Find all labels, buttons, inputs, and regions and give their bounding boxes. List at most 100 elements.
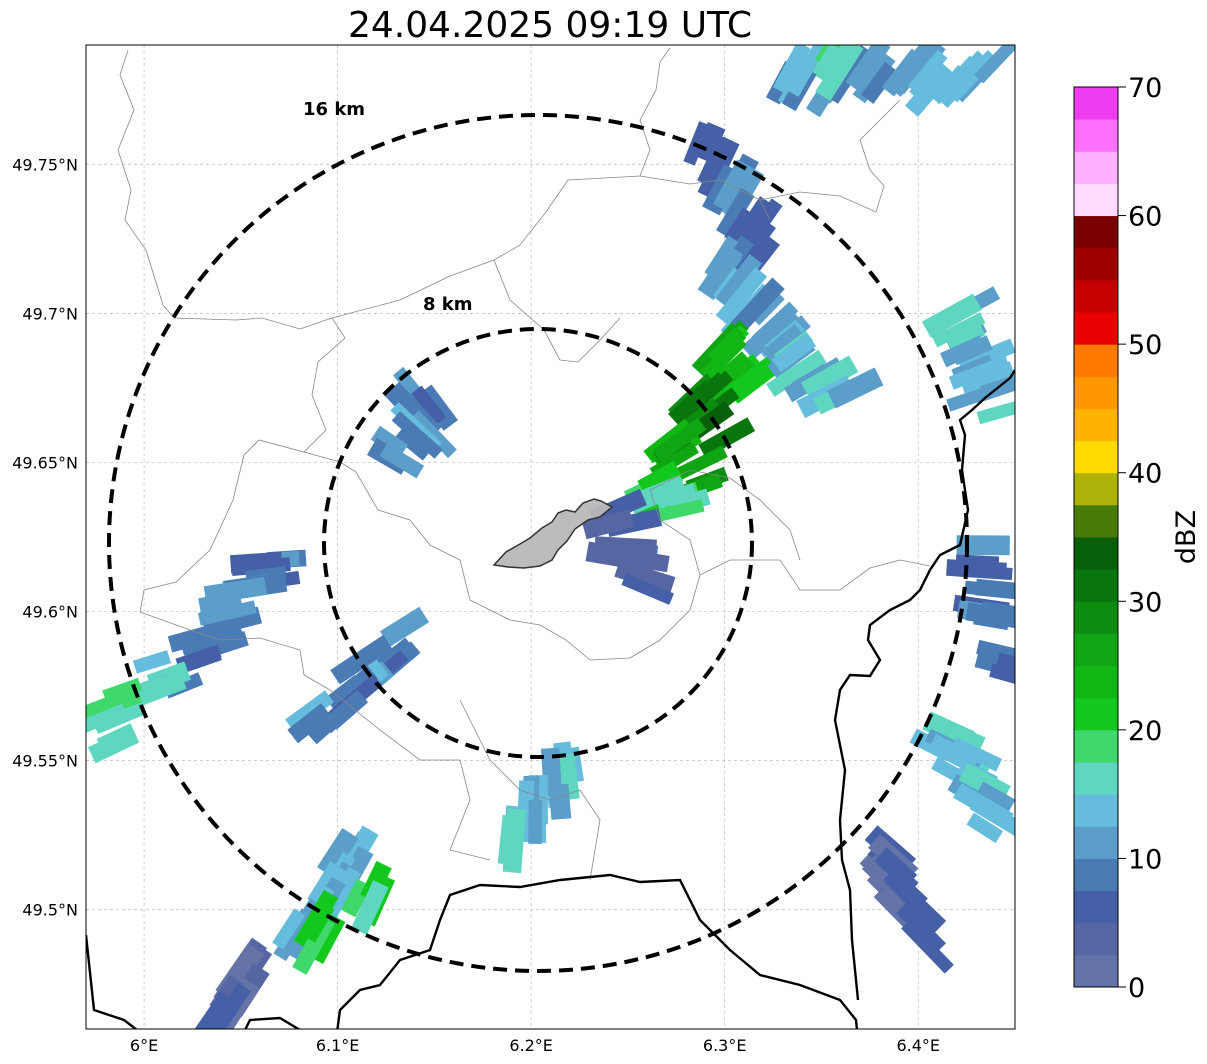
y-tick-label: 49.6°N <box>22 603 78 622</box>
y-tick-label: 49.55°N <box>12 752 78 771</box>
radar-cell <box>975 578 1015 600</box>
radar-cell <box>581 509 635 540</box>
radar-cell <box>637 461 680 492</box>
radar-cell <box>953 783 1014 829</box>
radar-cell <box>652 417 707 463</box>
radar-cell <box>973 781 1015 817</box>
radar-cell <box>921 293 982 338</box>
radar-cell <box>761 323 805 364</box>
radar-cell <box>654 499 705 523</box>
radar-cell <box>950 335 993 366</box>
radar-cell <box>411 385 447 426</box>
colorbar-band <box>1074 762 1118 795</box>
map-frame <box>85 44 1016 1030</box>
range-ring-16km <box>107 113 969 973</box>
radar-cell <box>167 620 229 653</box>
colorbar-band <box>1074 665 1118 699</box>
colorbar-band <box>1074 697 1118 731</box>
radar-cell <box>956 535 1010 556</box>
radar-cell <box>205 982 251 1029</box>
colorbar-band <box>1074 504 1118 538</box>
ring-label-8km: 8 km <box>423 294 473 315</box>
radar-cell <box>698 417 756 459</box>
radar-cell <box>351 880 389 935</box>
radar-cell <box>901 919 954 974</box>
radar-cell <box>614 559 676 595</box>
colorbar-tick-label: 10 <box>1128 844 1162 875</box>
colorbar-ticks: 0 10 20 30 40 50 60 70 <box>1118 73 1162 1004</box>
ring-label-16km: 16 km <box>303 99 365 120</box>
radar-cell <box>989 663 1015 687</box>
colorbar-band <box>1074 344 1118 377</box>
radar-cell <box>671 445 728 483</box>
colorbar-band <box>1074 408 1118 442</box>
radar-cell <box>621 573 674 605</box>
radar-cell <box>715 253 763 309</box>
colorbar-band <box>1074 569 1118 602</box>
radar-cell <box>668 380 716 426</box>
radar-cell <box>712 159 753 213</box>
colorbar-band <box>1074 633 1118 667</box>
x-tick-label: 6.2°E <box>509 1036 553 1055</box>
colorbar-band <box>1074 826 1118 859</box>
radar-cell <box>950 737 1003 772</box>
radar-cell <box>693 121 726 163</box>
radar-cell <box>697 136 740 200</box>
national-border <box>86 369 1015 1029</box>
radar-cell <box>974 45 1015 84</box>
colorbar-tick-label: 60 <box>1128 202 1162 233</box>
radar-cell <box>86 703 128 736</box>
radar-cell <box>966 812 1004 844</box>
radar-cell <box>132 650 172 674</box>
radar-cell <box>955 554 1000 574</box>
radar-cell <box>976 397 1015 425</box>
radar-cell <box>330 634 393 685</box>
radar-cell <box>391 411 443 459</box>
radar-cell <box>300 901 335 943</box>
radar-cell <box>766 349 827 397</box>
colorbar-tick-label: 20 <box>1128 716 1162 747</box>
commune-boundaries <box>117 47 931 881</box>
colorbar-band <box>1074 537 1118 570</box>
radar-cell <box>715 267 768 325</box>
radar-cell <box>906 45 946 85</box>
colorbar-tick-label: 40 <box>1128 459 1162 490</box>
colorbar: 0 10 20 30 40 50 60 70 dBZ <box>1073 73 1202 1004</box>
radar-cell <box>197 600 257 626</box>
colorbar-band <box>1074 890 1118 924</box>
radar-cell <box>947 50 998 103</box>
borders-layer <box>86 47 1015 1029</box>
radar-cell <box>909 59 952 105</box>
colorbar-band <box>1074 215 1118 249</box>
radar-cell <box>700 334 747 381</box>
y-tick-label: 49.5°N <box>22 901 78 920</box>
radar-cell <box>860 61 898 104</box>
radar-cell <box>370 425 409 459</box>
colorbar-band <box>1074 858 1118 892</box>
colorbar-tick-label: 70 <box>1128 73 1162 104</box>
map-title: 24.04.2025 09:19 UTC <box>348 5 752 46</box>
radar-cell <box>287 703 332 744</box>
radar-cell <box>800 355 859 400</box>
colorbar-band <box>1074 601 1118 634</box>
colorbar-band <box>1074 151 1118 184</box>
radar-cell <box>272 908 306 950</box>
colorbar-tick-label: 30 <box>1128 587 1162 618</box>
colorbar-band <box>1074 729 1118 763</box>
city-outline <box>492 498 614 569</box>
colorbar-band <box>1074 794 1118 827</box>
radar-cell <box>815 45 864 101</box>
colorbar-band <box>1074 183 1118 217</box>
radar-cell <box>772 45 811 95</box>
radar-cell <box>995 652 1015 678</box>
colorbar-band <box>1074 376 1118 409</box>
radar-cell <box>612 547 670 573</box>
colorbar-band <box>1074 247 1118 281</box>
radar-cell <box>812 45 846 82</box>
radar-cell <box>707 247 744 293</box>
colorbar-frame <box>1073 86 1119 988</box>
radar-cell <box>959 361 1015 394</box>
radar-cell <box>86 685 143 725</box>
colorbar-tick-label: 0 <box>1128 973 1145 1004</box>
